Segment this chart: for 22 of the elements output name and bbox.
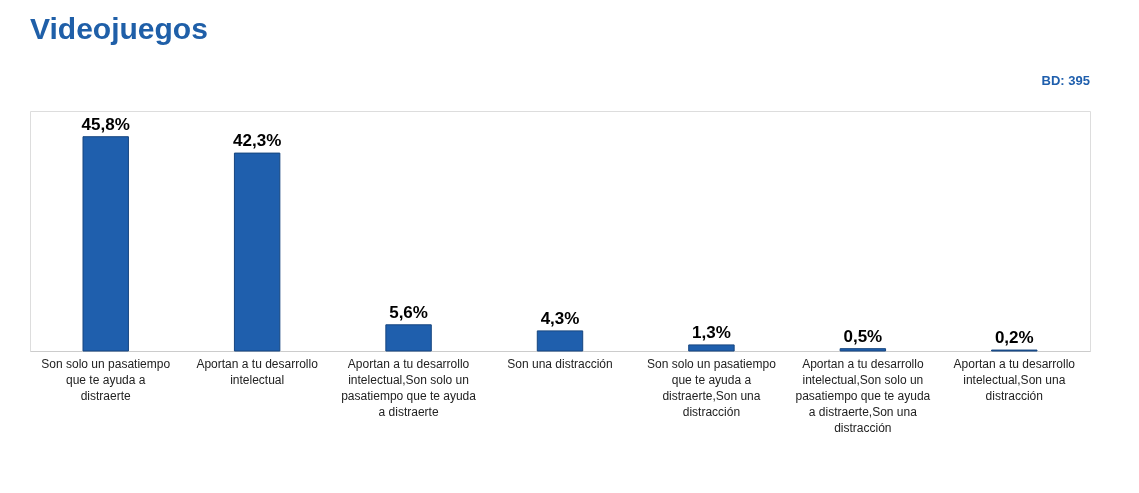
bar bbox=[233, 152, 281, 352]
x-tick-label: Son solo un pasatiempo que te ayuda a distraerte bbox=[41, 357, 171, 403]
x-tick-label: Aportan a tu desarrollo intelectual,Son solo un pasatiempo que te ayuda a distraerte,Son una distracción bbox=[795, 357, 931, 435]
x-tick-label: Aportan a tu desarrollo intelectual,Son una distracción bbox=[953, 357, 1076, 403]
text: BD: 395 bbox=[1041, 73, 1090, 88]
x-tick-label: Aportan a tu desarrollo intelectual,Son solo un pasatiempo que te ayuda a distraerte bbox=[341, 357, 477, 419]
data-label: 5,6% bbox=[389, 302, 428, 322]
bar bbox=[536, 330, 584, 352]
bar bbox=[839, 348, 887, 352]
bar bbox=[385, 324, 432, 352]
data-label: 45,8% bbox=[81, 114, 130, 134]
x-tick-label: Aportan a tu desarrollo intelectual bbox=[196, 357, 319, 387]
data-label: 0,2% bbox=[994, 328, 1034, 348]
data-label: 42,3% bbox=[233, 131, 282, 151]
bar bbox=[82, 136, 129, 352]
bar bbox=[688, 344, 735, 352]
x-tick-label: Son una distracción bbox=[507, 357, 613, 371]
x-tick-label: Son solo un pasatiempo que te ayuda a distraerte,Son una distracción bbox=[647, 357, 777, 419]
chart-title: Videojuegos bbox=[30, 12, 208, 45]
data-label: 1,3% bbox=[692, 322, 731, 342]
data-label: 0,5% bbox=[843, 326, 883, 346]
data-label: 4,3% bbox=[540, 308, 580, 328]
